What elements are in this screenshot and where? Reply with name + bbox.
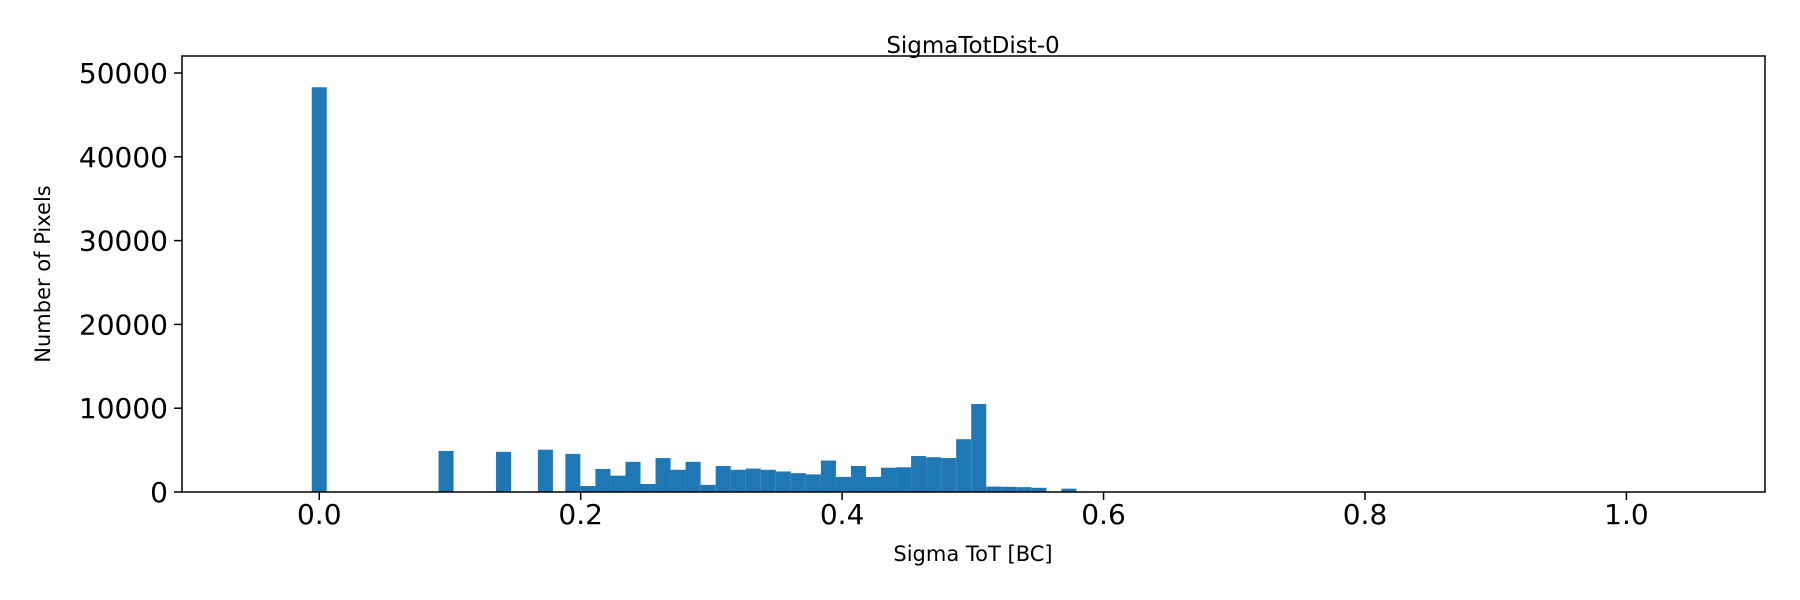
x-tick-label: 0.2 <box>558 498 603 531</box>
histogram-bar <box>640 484 656 492</box>
histogram-bar <box>760 469 776 492</box>
histogram-bar <box>1031 487 1047 492</box>
histogram-bar <box>820 460 836 492</box>
bars-group <box>311 87 1077 492</box>
histogram-bar <box>595 468 611 492</box>
histogram-bar <box>438 450 454 492</box>
histogram-bar <box>1016 487 1032 492</box>
histogram-bar <box>625 461 641 492</box>
histogram-bar <box>1061 488 1077 492</box>
histogram-bar <box>655 458 671 492</box>
histogram-bar <box>971 404 987 492</box>
histogram-bar <box>835 476 851 492</box>
histogram-bar <box>537 449 553 492</box>
histogram-bar <box>700 484 716 492</box>
histogram-bar <box>311 87 327 492</box>
histogram-bar <box>850 466 866 492</box>
histogram-bar <box>790 473 806 492</box>
histogram-bar <box>956 439 972 492</box>
y-tick-label: 20000 <box>79 308 168 341</box>
histogram-bar <box>986 486 1002 492</box>
histogram-bar <box>730 469 746 492</box>
x-tick-label: 1.0 <box>1604 498 1649 531</box>
x-axis-label: Sigma ToT [BC] <box>893 542 1052 566</box>
histogram-bar <box>670 469 686 492</box>
x-tick-label: 0.4 <box>820 498 865 531</box>
histogram-bar <box>685 461 701 492</box>
plot-frame <box>181 55 1766 493</box>
histogram-bar <box>565 453 581 492</box>
histogram-bar <box>580 485 596 492</box>
histogram-bar <box>1001 486 1017 492</box>
histogram-bar <box>805 474 821 492</box>
y-axis-label: Number of Pixels <box>31 185 55 362</box>
histogram-bar <box>745 468 761 492</box>
y-axis-ticks: 0 10000 20000 30000 40000 50000 <box>79 57 182 509</box>
histogram-bar <box>896 467 912 492</box>
y-tick-label: 30000 <box>79 225 168 258</box>
y-tick-label: 10000 <box>79 392 168 425</box>
histogram-bar <box>610 475 626 492</box>
histogram-bar <box>715 466 731 492</box>
histogram-bar <box>881 467 897 492</box>
y-tick-label: 0 <box>150 476 168 509</box>
histogram-bar <box>775 471 791 492</box>
y-tick-label: 40000 <box>79 141 168 174</box>
x-axis-ticks: 0.0 0.2 0.4 0.6 0.8 1.0 <box>297 492 1649 531</box>
chart-title: SigmaTotDist-0 <box>886 33 1059 59</box>
histogram-bar <box>941 458 957 492</box>
x-tick-label: 0.0 <box>297 498 342 531</box>
histogram-bar <box>911 455 927 492</box>
histogram-bar <box>496 451 512 492</box>
x-tick-label: 0.6 <box>1081 498 1126 531</box>
histogram-bar <box>865 476 882 492</box>
histogram-bar <box>926 457 942 492</box>
y-tick-label: 50000 <box>79 57 168 90</box>
x-tick-label: 0.8 <box>1343 498 1388 531</box>
